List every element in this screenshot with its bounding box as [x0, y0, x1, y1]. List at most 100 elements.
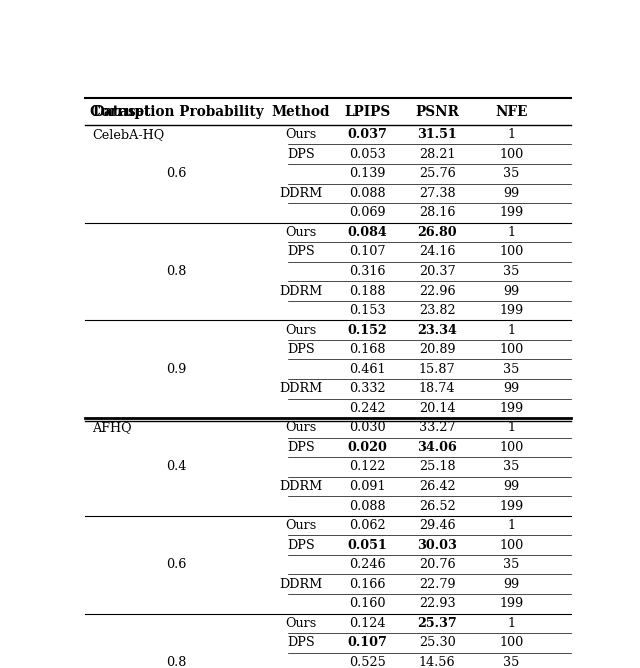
Text: 20.89: 20.89: [419, 343, 456, 356]
Text: 25.76: 25.76: [419, 167, 456, 180]
Text: 0.122: 0.122: [349, 460, 386, 474]
Text: NFE: NFE: [495, 105, 528, 119]
Text: 20.14: 20.14: [419, 402, 456, 415]
Text: Ours: Ours: [285, 617, 316, 630]
Text: DPS: DPS: [287, 637, 314, 649]
Text: 199: 199: [499, 402, 524, 415]
Text: 22.96: 22.96: [419, 285, 456, 297]
Text: Ours: Ours: [285, 323, 316, 337]
Text: 0.168: 0.168: [349, 343, 386, 356]
Text: 25.30: 25.30: [419, 637, 456, 649]
Text: Method: Method: [271, 105, 330, 119]
Text: Ours: Ours: [285, 128, 316, 141]
Text: 35: 35: [503, 656, 520, 668]
Text: 0.6: 0.6: [166, 167, 187, 180]
Text: 0.525: 0.525: [349, 656, 386, 668]
Text: 0.4: 0.4: [166, 460, 187, 474]
Text: 199: 199: [499, 304, 524, 317]
Text: 0.188: 0.188: [349, 285, 386, 297]
Text: 0.160: 0.160: [349, 597, 386, 611]
Text: DDRM: DDRM: [279, 285, 323, 297]
Text: DPS: DPS: [287, 538, 314, 552]
Text: 100: 100: [499, 245, 524, 259]
Text: DDRM: DDRM: [279, 578, 323, 591]
Text: 0.124: 0.124: [349, 617, 386, 630]
Text: 34.06: 34.06: [417, 441, 457, 454]
Text: DPS: DPS: [287, 148, 314, 161]
Text: 100: 100: [499, 441, 524, 454]
Text: 1: 1: [508, 128, 516, 141]
Text: DPS: DPS: [287, 343, 314, 356]
Text: 0.037: 0.037: [348, 128, 388, 141]
Text: 25.37: 25.37: [417, 617, 457, 630]
Text: 35: 35: [503, 558, 520, 571]
Text: 35: 35: [503, 460, 520, 474]
Text: 22.79: 22.79: [419, 578, 456, 591]
Text: 0.8: 0.8: [166, 265, 187, 278]
Text: CelebA-HQ: CelebA-HQ: [92, 128, 164, 141]
Text: 0.332: 0.332: [349, 382, 386, 395]
Text: 1: 1: [508, 323, 516, 337]
Text: 0.030: 0.030: [349, 422, 386, 434]
Text: 24.16: 24.16: [419, 245, 456, 259]
Text: 0.461: 0.461: [349, 363, 386, 375]
Text: 0.139: 0.139: [349, 167, 386, 180]
Text: 28.16: 28.16: [419, 206, 456, 219]
Text: 99: 99: [504, 578, 520, 591]
Text: 0.9: 0.9: [166, 363, 187, 375]
Text: 0.051: 0.051: [348, 538, 388, 552]
Text: 0.152: 0.152: [348, 323, 388, 337]
Text: 27.38: 27.38: [419, 187, 456, 200]
Text: 29.46: 29.46: [419, 519, 456, 532]
Text: 199: 199: [499, 206, 524, 219]
Text: 35: 35: [503, 167, 520, 180]
Text: 35: 35: [503, 363, 520, 375]
Text: 0.107: 0.107: [348, 637, 388, 649]
Text: 1: 1: [508, 422, 516, 434]
Text: 100: 100: [499, 343, 524, 356]
Text: AFHQ: AFHQ: [92, 422, 132, 434]
Text: 0.153: 0.153: [349, 304, 386, 317]
Text: Ours: Ours: [285, 519, 316, 532]
Text: 0.107: 0.107: [349, 245, 386, 259]
Text: 99: 99: [504, 187, 520, 200]
Text: Corruption Probability: Corruption Probability: [90, 105, 264, 119]
Text: 0.8: 0.8: [166, 656, 187, 668]
Text: 0.091: 0.091: [349, 480, 386, 493]
Text: 199: 199: [499, 597, 524, 611]
Text: Ours: Ours: [285, 422, 316, 434]
Text: Dataset: Dataset: [92, 105, 151, 119]
Text: 1: 1: [508, 226, 516, 239]
Text: 1: 1: [508, 519, 516, 532]
Text: 33.27: 33.27: [419, 422, 456, 434]
Text: DDRM: DDRM: [279, 382, 323, 395]
Text: 26.42: 26.42: [419, 480, 456, 493]
Text: 0.084: 0.084: [348, 226, 388, 239]
Text: 28.21: 28.21: [419, 148, 456, 161]
Text: PSNR: PSNR: [415, 105, 459, 119]
Text: 26.52: 26.52: [419, 500, 456, 512]
Text: 99: 99: [504, 382, 520, 395]
Text: 15.87: 15.87: [419, 363, 456, 375]
Text: 0.242: 0.242: [349, 402, 386, 415]
Text: 18.74: 18.74: [419, 382, 456, 395]
Text: 26.80: 26.80: [417, 226, 457, 239]
Text: 25.18: 25.18: [419, 460, 456, 474]
Text: LPIPS: LPIPS: [344, 105, 391, 119]
Text: 100: 100: [499, 538, 524, 552]
Text: 100: 100: [499, 637, 524, 649]
Text: 20.37: 20.37: [419, 265, 456, 278]
Text: 0.166: 0.166: [349, 578, 386, 591]
Text: 0.088: 0.088: [349, 500, 386, 512]
Text: 0.088: 0.088: [349, 187, 386, 200]
Text: 35: 35: [503, 265, 520, 278]
Text: 100: 100: [499, 148, 524, 161]
Text: 23.82: 23.82: [419, 304, 456, 317]
Text: 0.6: 0.6: [166, 558, 187, 571]
Text: 30.03: 30.03: [417, 538, 457, 552]
Text: 0.316: 0.316: [349, 265, 386, 278]
Text: DPS: DPS: [287, 245, 314, 259]
Text: 22.93: 22.93: [419, 597, 456, 611]
Text: 0.069: 0.069: [349, 206, 386, 219]
Text: 0.246: 0.246: [349, 558, 386, 571]
